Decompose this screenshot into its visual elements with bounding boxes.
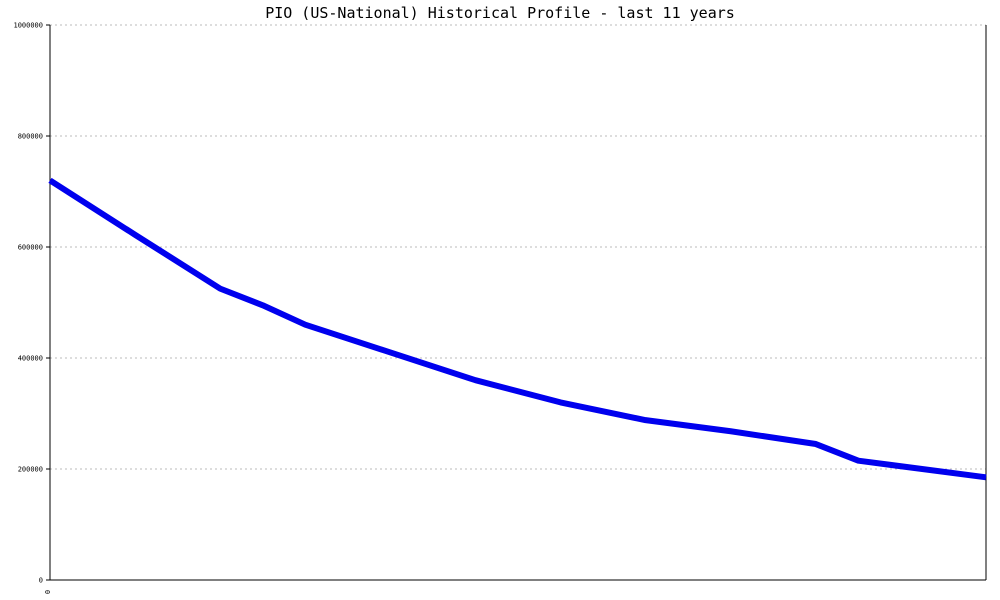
axes — [49, 25, 987, 581]
series-line — [48, 177, 987, 481]
y-tick-label: 800000 — [18, 133, 43, 141]
y-tick-label: 1000000 — [13, 22, 43, 30]
chart-title: PIO (US-National) Historical Profile - l… — [265, 4, 735, 22]
y-tick-label: 600000 — [18, 244, 43, 252]
y-tick-labels: 0 200000 400000 600000 800000 1000000 — [13, 22, 50, 585]
y-tick-label: 0 — [39, 577, 43, 585]
x-tick-labels: 0 — [44, 590, 52, 594]
y-tick-label: 200000 — [18, 466, 43, 474]
x-tick-label: 0 — [44, 590, 52, 594]
y-tick-label: 400000 — [18, 355, 43, 363]
grid-lines — [50, 24, 986, 470]
series-layer — [48, 177, 987, 481]
